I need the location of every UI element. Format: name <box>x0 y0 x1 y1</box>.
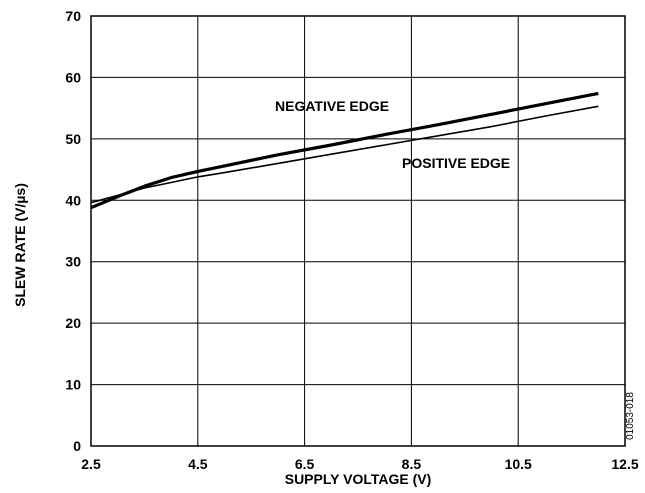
y-axis-label: SLEW RATE (V/µs) <box>12 183 28 307</box>
x-tick-label: 6.5 <box>295 456 315 472</box>
annotation-positive-edge: POSITIVE EDGE <box>402 155 510 171</box>
grid-lines <box>91 16 625 446</box>
x-tick-label: 10.5 <box>505 456 532 472</box>
series-layer <box>90 91 599 210</box>
series-line-negative-edge <box>90 91 599 210</box>
y-tick-label: 10 <box>65 377 81 393</box>
x-tick-labels: 2.5 4.5 6.5 8.5 10.5 12.5 <box>81 456 639 472</box>
y-tick-label: 20 <box>65 315 81 331</box>
y-tick-labels: 0 10 20 30 40 50 60 70 <box>65 8 81 454</box>
y-tick-label: 30 <box>65 254 81 270</box>
x-tick-label: 12.5 <box>611 456 638 472</box>
plot-frame <box>90 15 626 447</box>
figure-id: 01053-018 <box>625 392 636 440</box>
annotation-negative-edge: NEGATIVE EDGE <box>275 98 389 114</box>
x-axis-label: SUPPLY VOLTAGE (V) <box>285 471 432 487</box>
y-tick-label: 60 <box>65 69 81 85</box>
y-tick-label: 40 <box>65 192 81 208</box>
x-tick-label: 4.5 <box>188 456 208 472</box>
x-tick-label: 8.5 <box>402 456 422 472</box>
x-tick-label: 2.5 <box>81 456 101 472</box>
series-line-positive-edge <box>90 105 599 204</box>
y-tick-label: 0 <box>73 438 81 454</box>
y-tick-label: 70 <box>65 8 81 24</box>
y-tick-label: 50 <box>65 131 81 147</box>
